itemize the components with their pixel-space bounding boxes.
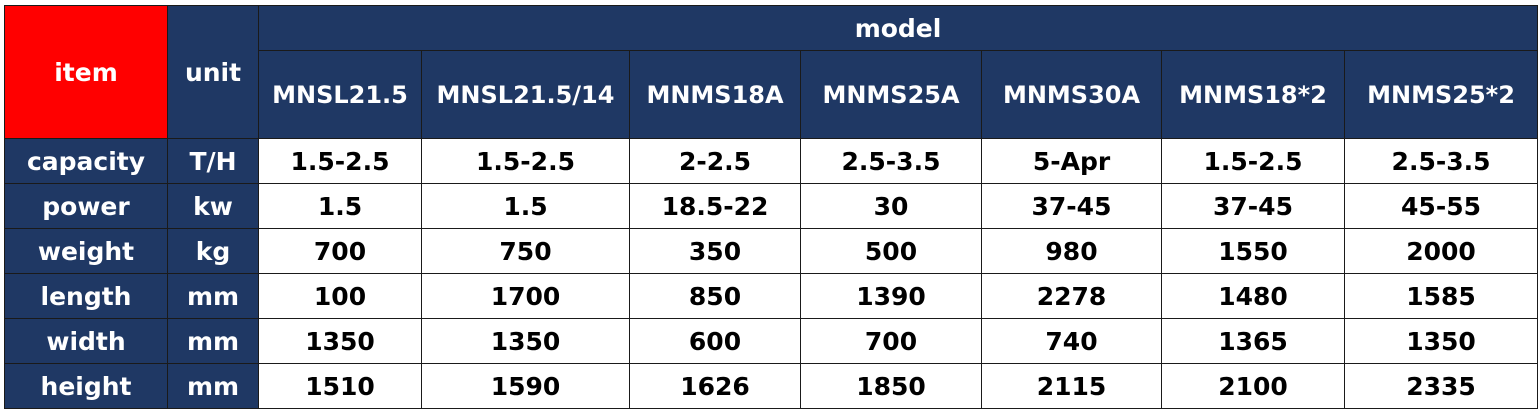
value-cell: 1.5-2.5 (258, 138, 422, 184)
unit-header: unit (167, 5, 259, 139)
value-cell: 1590 (421, 363, 630, 409)
value-cell: 2115 (981, 363, 1162, 409)
model-name: MNMS25*2 (1343, 50, 1539, 139)
value-cell: 37-45 (981, 183, 1162, 229)
model-name: MNMS18*2 (1161, 50, 1345, 139)
row-label: weight (4, 228, 168, 274)
value-cell: 1350 (1343, 318, 1539, 364)
data-row: capacity T/H 1.5-2.5 1.5-2.5 2-2.5 2.5-3.5 5-A… (4, 138, 1539, 184)
value-cell: 1.5-2.5 (1161, 138, 1345, 184)
model-name: MNMS30A (981, 50, 1162, 139)
value-cell: 980 (981, 228, 1162, 274)
data-row: length mm 100 1700 850 1390 2278 1480 1585 (4, 273, 1539, 319)
row-unit: mm (167, 363, 259, 409)
value-cell: 1850 (800, 363, 982, 409)
row-unit: mm (167, 273, 259, 319)
value-cell: 1510 (258, 363, 422, 409)
value-cell: 850 (629, 273, 801, 319)
value-cell: 1390 (800, 273, 982, 319)
value-cell: 740 (981, 318, 1162, 364)
row-label: capacity (4, 138, 168, 184)
value-cell: 2.5-3.5 (800, 138, 982, 184)
model-row: MNSL21.5 MNSL21.5/14 MNMS18A MNMS25A MNMS30A… (5, 50, 1539, 139)
model-name: MNMS25A (800, 50, 982, 139)
value-cell: 2.5-3.5 (1343, 138, 1539, 184)
value-cell: 500 (800, 228, 982, 274)
value-cell: 1365 (1161, 318, 1345, 364)
row-label: width (4, 318, 168, 364)
row-label: height (4, 363, 168, 409)
value-cell: 1.5 (421, 183, 630, 229)
row-label: power (4, 183, 168, 229)
value-cell: 1.5 (258, 183, 422, 229)
value-cell: 2000 (1343, 228, 1539, 274)
data-row: height mm 1510 1590 1626 1850 2115 2100 2335 (4, 363, 1539, 409)
value-cell: 37-45 (1161, 183, 1345, 229)
value-cell: 1.5-2.5 (421, 138, 630, 184)
value-cell: 1585 (1343, 273, 1539, 319)
value-cell: 45-55 (1343, 183, 1539, 229)
header-row: item unit model (4, 5, 1539, 139)
value-cell: 100 (258, 273, 422, 319)
value-cell: 1550 (1161, 228, 1345, 274)
row-unit: T/H (167, 138, 259, 184)
value-cell: 2335 (1343, 363, 1539, 409)
data-row: weight kg 700 750 350 500 980 1550 2000 (4, 228, 1539, 274)
value-cell: 18.5-22 (629, 183, 801, 229)
row-label: length (4, 273, 168, 319)
group-header: model (257, 5, 1539, 51)
model-name: MNSL21.5 (258, 50, 422, 139)
value-cell: 5-Apr (981, 138, 1162, 184)
value-cell: 1700 (421, 273, 630, 319)
value-cell: 600 (629, 318, 801, 364)
row-unit: mm (167, 318, 259, 364)
model-name: MNMS18A (629, 50, 801, 139)
item-header: item (4, 5, 168, 139)
value-cell: 700 (800, 318, 982, 364)
table-body: item unit model MNSL21.5 MNSL21.5/14 MNMS18A M… (4, 5, 1539, 409)
value-cell: 750 (421, 228, 630, 274)
value-cell: 2100 (1161, 363, 1345, 409)
value-cell: 1480 (1161, 273, 1345, 319)
value-cell: 2278 (981, 273, 1162, 319)
value-cell: 1350 (421, 318, 630, 364)
spec-table: item unit model MNSL21.5 MNSL21.5/14 MNMS18A M… (4, 5, 1539, 409)
value-cell: 700 (258, 228, 422, 274)
model-name: MNSL21.5/14 (421, 50, 630, 139)
value-cell: 350 (629, 228, 801, 274)
data-row: width mm 1350 1350 600 700 740 1365 1350 (4, 318, 1539, 364)
row-unit: kg (167, 228, 259, 274)
value-cell: 1350 (258, 318, 422, 364)
value-cell: 30 (800, 183, 982, 229)
value-cell: 2-2.5 (629, 138, 801, 184)
row-unit: kw (167, 183, 259, 229)
value-cell: 1626 (629, 363, 801, 409)
data-row: power kw 1.5 1.5 18.5-22 30 37-45 37-45 45-55 (4, 183, 1539, 229)
